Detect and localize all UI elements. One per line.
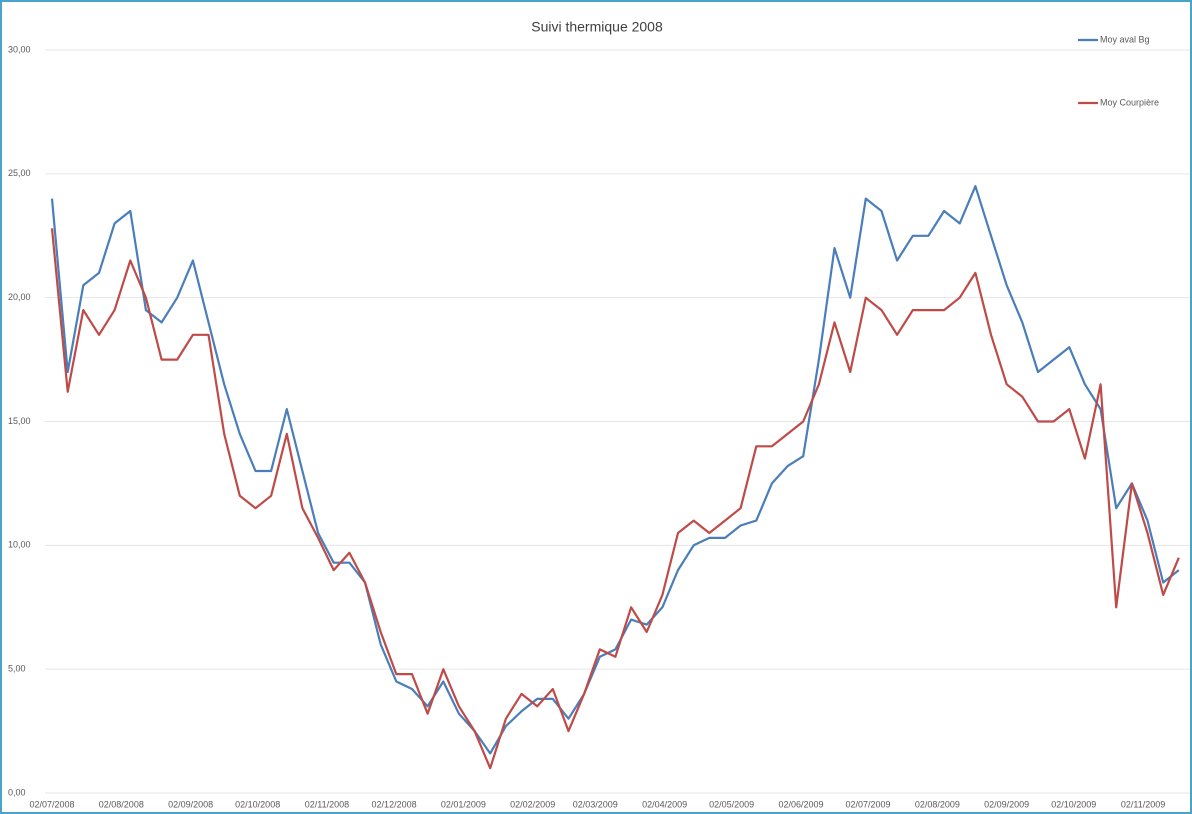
y-tick-label: 15,00 (8, 416, 31, 426)
x-tick-label: 02/03/2009 (573, 799, 618, 809)
x-tick-label: 02/11/2009 (1121, 799, 1165, 809)
x-tick-label: 02/05/2009 (709, 799, 754, 809)
legend-label: Moy Courpière (1100, 97, 1159, 107)
x-tick-label: 02/12/2008 (372, 799, 417, 809)
y-tick-label: 10,00 (8, 540, 31, 550)
x-tick-label: 02/06/2009 (778, 799, 823, 809)
x-tick-label: 02/09/2008 (168, 799, 213, 809)
y-tick-label: 20,00 (8, 292, 31, 302)
y-tick-label: 5,00 (8, 664, 26, 674)
series-line (50, 228, 1180, 770)
x-tick-label: 02/01/2009 (441, 799, 486, 809)
x-tick-label: 02/08/2009 (915, 799, 960, 809)
x-tick-label: 02/02/2009 (510, 799, 555, 809)
legend-label: Moy aval Bg (1100, 34, 1150, 44)
series-line (50, 185, 1180, 755)
x-tick-label: 02/10/2009 (1051, 799, 1096, 809)
x-tick-label: 02/10/2008 (235, 799, 280, 809)
chart-title: Suivi thermique 2008 (531, 19, 663, 35)
y-tick-label: 25,00 (8, 168, 31, 178)
x-tick-label: 02/08/2008 (99, 799, 144, 809)
y-tick-label: 0,00 (8, 787, 26, 797)
y-tick-label: 30,00 (8, 44, 31, 54)
x-tick-label: 02/07/2009 (846, 799, 891, 809)
x-tick-label: 02/11/2008 (305, 799, 349, 809)
x-tick-label: 02/09/2009 (984, 799, 1029, 809)
x-tick-label: 02/04/2009 (642, 799, 687, 809)
x-tick-label: 02/07/2008 (29, 799, 74, 809)
